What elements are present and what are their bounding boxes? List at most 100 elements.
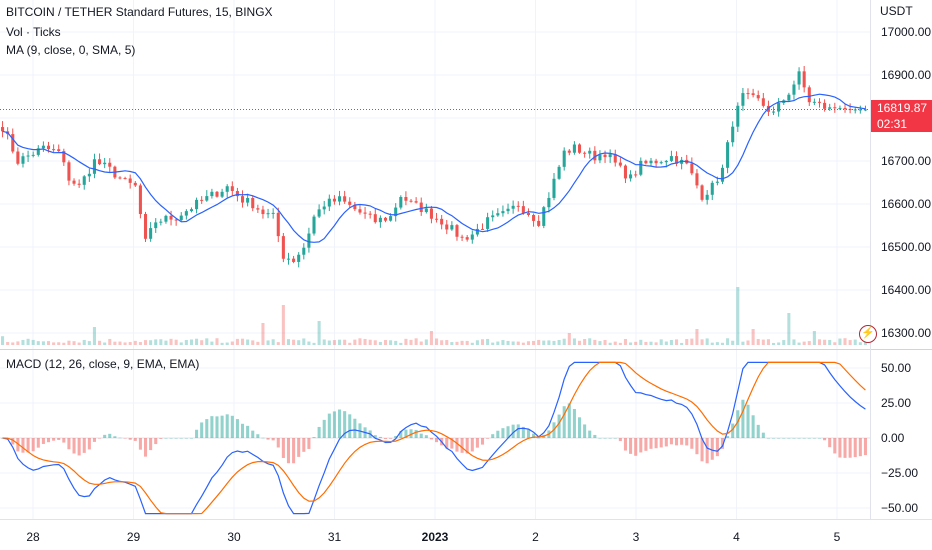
volume-bar [57,342,61,345]
histogram-bar [240,423,245,438]
lightning-icon[interactable]: ⚡ [859,325,877,343]
candle-body [179,215,183,221]
volume-bar [113,341,117,345]
chart-title[interactable]: BITCOIN / TETHER Standard Futures, 15, B… [6,5,273,19]
volume-bar [373,340,377,345]
histogram-bar [338,409,342,438]
histogram-bar [807,438,811,439]
histogram-bar [327,413,331,438]
volume-bar [133,340,137,345]
candle-body [674,156,679,164]
candle-body [62,151,66,163]
time-tick-label: 30 [227,530,241,544]
histogram-bar [62,438,66,443]
volume-bar [629,342,633,345]
volume-bar [46,341,51,345]
candle-body [271,212,275,214]
histogram-bar [271,438,275,441]
candle-body [465,237,469,240]
macd-axis[interactable]: −50.00 −25.00 0.00 25.00 50.00 [881,361,918,515]
candle-body [52,149,56,151]
volume-bar [343,339,347,345]
histogram-bar [802,438,806,439]
volume-bar [62,342,66,345]
volume-bar [562,338,566,345]
volume-bar [261,323,265,345]
candle-body [552,178,556,198]
volume-bar [833,342,837,345]
volume-bar [787,313,791,345]
volume-bar [159,339,163,345]
currency-label[interactable]: USDT [880,4,913,18]
candle-body [302,247,306,255]
histogram-bar [629,438,633,454]
ma-line [2,93,866,243]
volume-bar [812,331,816,345]
candle-body [1,127,5,132]
candle-body [710,182,714,195]
candle-body [460,236,464,238]
candle-body [108,162,112,167]
volume-bar [797,342,801,345]
volume-bar [608,342,612,345]
candle-body [731,126,735,143]
candle-body [629,174,633,179]
volume-bar [756,338,760,345]
volume-bar [537,339,541,345]
volume-bar [634,341,638,345]
volume-bar [72,341,76,345]
volume-bar [307,341,311,345]
candle-body [848,109,852,111]
histogram-bar [766,438,770,439]
candle-body [644,160,648,164]
ma-legend[interactable]: MA (9, close, 0, SMA, 5) [6,43,136,57]
histogram-bar [251,430,255,438]
histogram-bar [256,434,260,438]
candle-body [761,98,765,106]
histogram-bar [332,411,336,438]
time-axis[interactable]: 28 29 30 31 2023 2 3 4 5 [26,530,840,544]
histogram-bar [149,438,153,451]
macd-legend[interactable]: MACD (12, 26, close, 9, EMA, EMA) [6,357,200,371]
volume-bar [669,340,673,345]
histogram-bar [654,438,658,449]
histogram-bar [608,438,612,439]
volume-bar [690,338,694,345]
volume-bar [322,339,326,345]
candle-body [404,197,408,201]
histogram-bar [184,438,188,439]
candle-body [286,258,291,260]
price-tick-label: 16600.00 [881,197,931,211]
histogram-bar [445,438,449,449]
candle-body [598,154,602,161]
volume-legend[interactable]: Vol · Ticks [6,25,61,39]
histogram-bar [659,438,663,448]
volume-bar [154,339,158,345]
time-tick-label: 5 [834,530,841,544]
price-tick-label: 16900.00 [881,68,931,82]
candle-body [103,162,107,165]
histogram-bar [450,438,454,449]
price-axis[interactable]: 16300.00 16400.00 16500.00 16600.00 16700.00… [881,25,931,340]
candle-body [31,154,35,156]
candle-body [46,145,51,150]
histogram-bar [572,408,576,438]
volume-bar [777,342,781,345]
volume-bar [772,342,776,345]
histogram-bar [281,438,285,458]
candle-body [532,214,536,221]
histogram-bar [705,438,709,464]
candle-body [195,199,199,210]
volume-bar [424,339,428,345]
volume-bar [297,340,301,345]
volume-bar [700,339,704,345]
candle-body [863,109,867,111]
histogram-bar [532,433,536,438]
histogram-bar [516,424,520,438]
candle-body [169,215,173,220]
candle-body [577,144,582,153]
volume-bar [220,342,224,345]
histogram-bar [67,438,71,450]
volume-bar [103,342,107,345]
